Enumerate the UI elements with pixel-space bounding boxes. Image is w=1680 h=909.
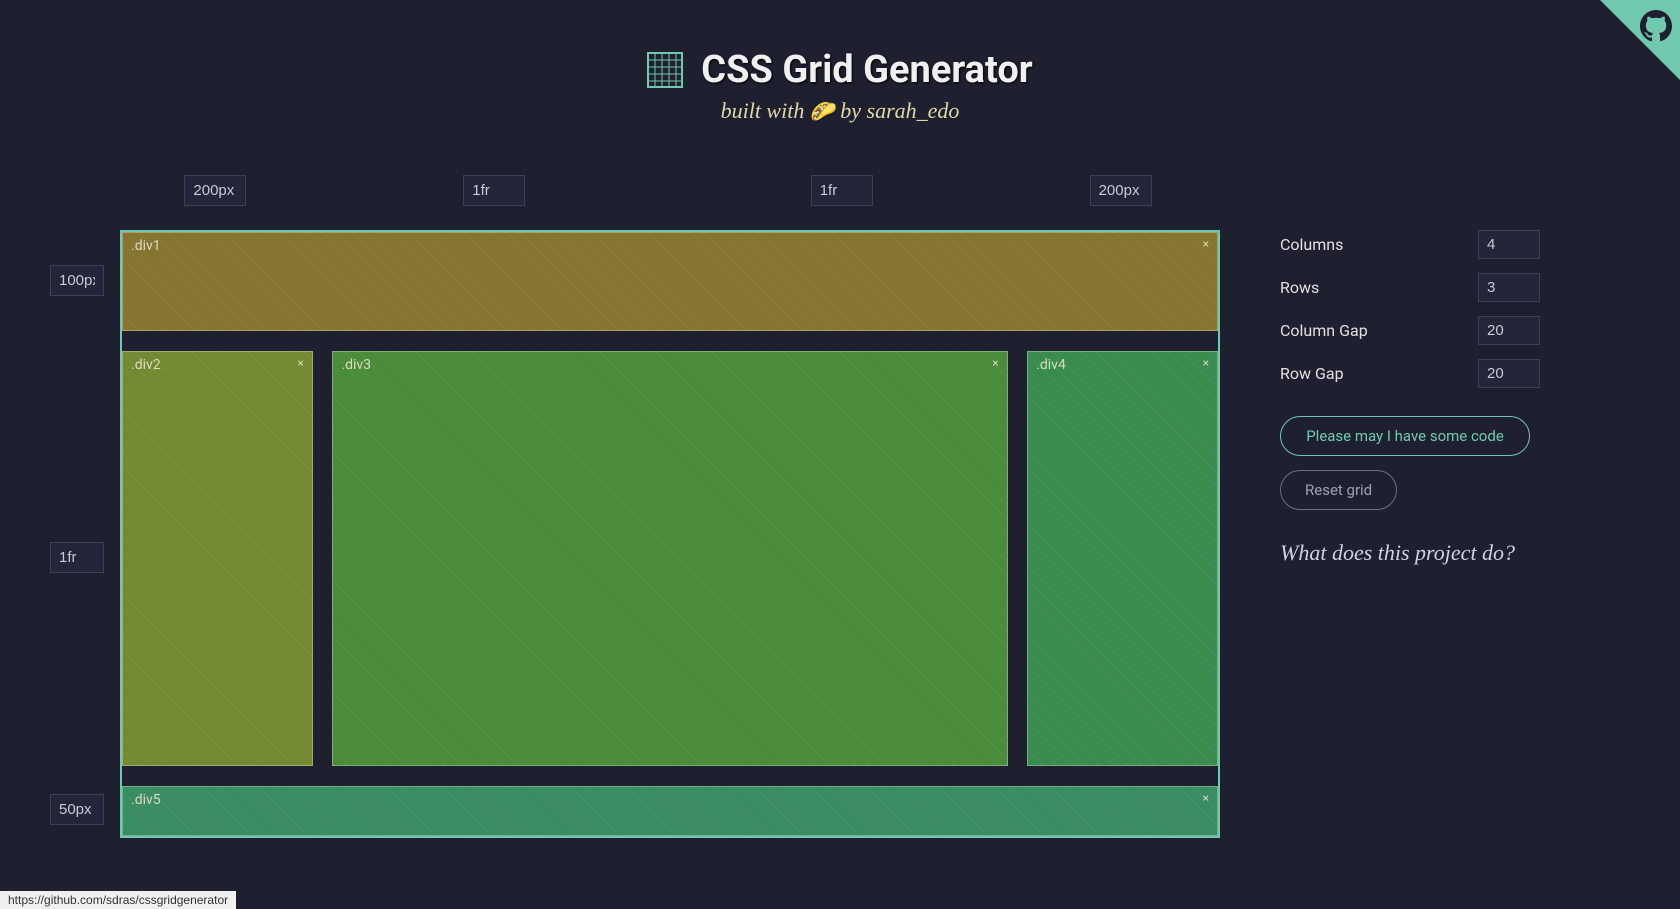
grid-area-label: .div1: [131, 238, 161, 254]
close-icon[interactable]: ×: [1203, 356, 1209, 370]
project-info-link[interactable]: What does this project do?: [1280, 540, 1540, 566]
grid-area[interactable]: .div1 ×: [122, 232, 1218, 331]
row-gap-label: Row Gap: [1280, 364, 1344, 383]
grid-area[interactable]: .div5 ×: [122, 786, 1218, 836]
grid-area[interactable]: .div4 ×: [1027, 351, 1218, 766]
rows-input[interactable]: [1478, 273, 1540, 302]
columns-label: Columns: [1280, 235, 1343, 254]
grid-area-label: .div3: [341, 357, 371, 373]
row-gap-input[interactable]: [1478, 359, 1540, 388]
grid-area[interactable]: .div3 ×: [332, 351, 1007, 766]
column-size-input[interactable]: [463, 175, 525, 206]
generate-code-button[interactable]: Please may I have some code: [1280, 416, 1530, 456]
page-subtitle: built with 🌮 by sarah_edo: [0, 98, 1680, 124]
grid-area-label: .div2: [131, 357, 161, 373]
grid-area[interactable]: .div2 ×: [122, 351, 313, 766]
close-icon[interactable]: ×: [1203, 237, 1209, 251]
grid-logo-icon: [647, 52, 683, 88]
reset-grid-button[interactable]: Reset grid: [1280, 470, 1397, 510]
grid-area-label: .div4: [1036, 357, 1066, 373]
page-header: CSS Grid Generator built with 🌮 by sarah…: [0, 0, 1680, 124]
github-cat-icon: [1640, 10, 1672, 42]
column-size-input[interactable]: [1090, 175, 1152, 206]
columns-input[interactable]: [1478, 230, 1540, 259]
github-corner[interactable]: [1600, 0, 1680, 80]
status-bar-url: https://github.com/sdras/cssgridgenerato…: [0, 891, 236, 909]
author-link[interactable]: sarah_edo: [867, 98, 960, 123]
row-size-input[interactable]: [50, 794, 104, 825]
grid-canvas[interactable]: .div1 × .div2 × .div3 × .div4 × .div5 ×: [120, 230, 1220, 838]
grid-area-label: .div5: [131, 792, 161, 808]
close-icon[interactable]: ×: [1203, 791, 1209, 805]
close-icon[interactable]: ×: [297, 356, 303, 370]
column-gap-label: Column Gap: [1280, 321, 1368, 340]
close-icon[interactable]: ×: [992, 356, 998, 370]
column-gap-input[interactable]: [1478, 316, 1540, 345]
column-size-input[interactable]: [811, 175, 873, 206]
column-size-input[interactable]: [184, 175, 246, 206]
rows-label: Rows: [1280, 278, 1319, 297]
row-size-input[interactable]: [50, 542, 104, 573]
taco-icon: 🌮: [810, 101, 835, 123]
row-size-input[interactable]: [50, 265, 104, 296]
controls-panel: Columns Rows Column Gap Row Gap Please m…: [1280, 230, 1540, 566]
page-title: CSS Grid Generator: [701, 48, 1032, 92]
